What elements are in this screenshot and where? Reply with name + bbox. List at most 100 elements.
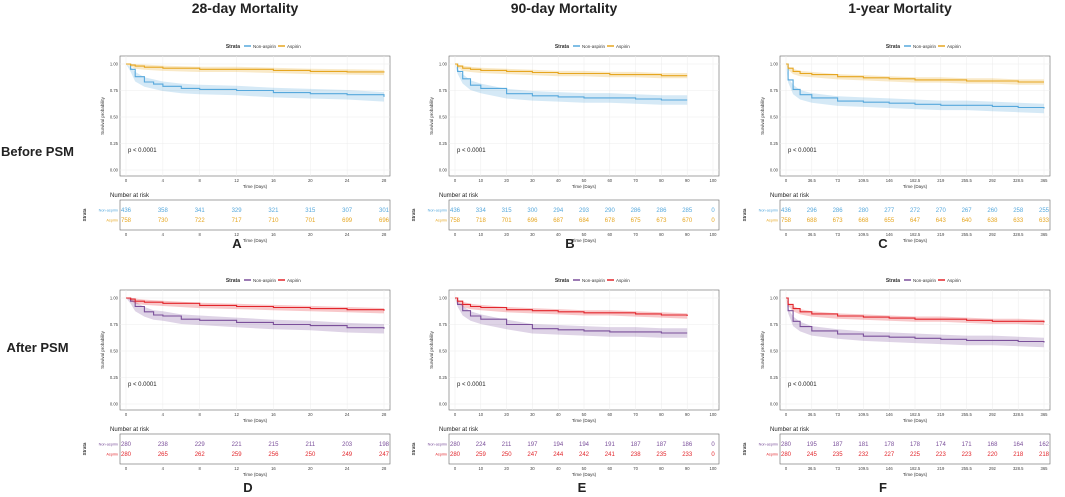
risk-time-tick: 0 — [125, 466, 128, 471]
risk-x-axis-label: Time (Days) — [572, 238, 597, 243]
y-tick-label: 0.50 — [770, 115, 779, 120]
risk-count: 315 — [502, 208, 513, 214]
risk-time-tick: 0 — [125, 232, 128, 237]
risk-time-tick: 0 — [785, 232, 788, 237]
column-title-90day: 90-day Mortality — [510, 0, 618, 16]
x-tick-label: 0 — [785, 412, 788, 417]
risk-time-tick: 70 — [633, 232, 638, 237]
km-panel-a: Strata Non-aspirin Aspirin 0.00 0.25 0.50 0.75… — [82, 44, 391, 243]
legend: Strata Non-aspirin Aspirin — [886, 278, 961, 284]
confidence-band-non-aspirin — [126, 298, 384, 334]
risk-time-tick: 100 — [710, 232, 718, 237]
risk-time-tick: 80 — [659, 466, 664, 471]
risk-table-frame — [119, 199, 391, 231]
risk-count: 258 — [1013, 208, 1024, 214]
risk-count: 329 — [232, 208, 243, 214]
y-axis-label: Survival probability — [429, 96, 434, 135]
risk-count: 224 — [476, 442, 487, 448]
y-tick-label: 0.50 — [770, 349, 779, 354]
risk-count: 286 — [656, 208, 667, 214]
risk-time-tick: 10 — [478, 466, 483, 471]
risk-count: 436 — [121, 208, 132, 214]
x-tick-label: 8 — [199, 178, 202, 183]
x-axis-label: Time (Days) — [243, 418, 268, 423]
risk-table-frame — [448, 433, 720, 465]
panel-letter-f: F — [879, 480, 887, 495]
risk-time-tick: 146 — [886, 232, 894, 237]
risk-count: 218 — [1039, 452, 1050, 458]
confidence-band-non-aspirin — [455, 298, 688, 338]
risk-count: 259 — [232, 452, 243, 458]
km-panel-f: Strata Non-aspirin Aspirin 0.00 0.25 0.50 0.75… — [742, 278, 1051, 477]
y-tick-label: 0.25 — [439, 141, 448, 146]
risk-count: 232 — [858, 452, 869, 458]
risk-count: 168 — [987, 442, 998, 448]
y-tick-label: 0.00 — [770, 402, 779, 407]
x-tick-label: 255.5 — [961, 178, 972, 183]
risk-x-axis-label: Time (Days) — [903, 472, 928, 477]
risk-count: 198 — [379, 442, 390, 448]
risk-time-tick: 8 — [199, 466, 202, 471]
legend-label-aspirin: Aspirin — [947, 44, 961, 49]
risk-table-title: Number at risk — [110, 193, 150, 199]
plot-area: 0.00 0.25 0.50 0.75 1.00 0 36.5 73 109.5 146 182.5… — [760, 55, 1051, 189]
risk-table-strata-label: Strata — [742, 442, 747, 455]
risk-count: 187 — [631, 442, 642, 448]
risk-time-tick: 24 — [345, 232, 350, 237]
risk-count: 218 — [1013, 452, 1024, 458]
y-tick-label: 0.25 — [770, 375, 779, 380]
x-tick-label: 73 — [835, 178, 840, 183]
x-tick-label: 30 — [530, 412, 535, 417]
risk-time-tick: 100 — [710, 466, 718, 471]
risk-time-tick: 30 — [530, 466, 535, 471]
risk-count: 187 — [656, 442, 667, 448]
y-tick-label: 0.75 — [439, 322, 448, 327]
risk-count: 699 — [342, 218, 353, 224]
risk-row-label-aspirin: Aspirin — [435, 453, 447, 457]
x-tick-label: 60 — [607, 178, 612, 183]
risk-count: 701 — [305, 218, 316, 224]
y-tick-label: 0.75 — [439, 88, 448, 93]
risk-time-tick: 40 — [556, 232, 561, 237]
confidence-band-aspirin — [455, 298, 688, 319]
risk-time-tick: 40 — [556, 466, 561, 471]
risk-time-tick: 20 — [504, 232, 509, 237]
risk-count: 717 — [232, 218, 243, 224]
risk-time-tick: 80 — [659, 232, 664, 237]
risk-count: 197 — [527, 442, 538, 448]
risk-count: 696 — [379, 218, 390, 224]
risk-count: 710 — [268, 218, 279, 224]
survival-curve-aspirin — [126, 63, 385, 73]
risk-count: 673 — [656, 218, 667, 224]
risk-count: 174 — [936, 442, 947, 448]
row-title-after-psm: After PSM — [6, 340, 69, 355]
risk-count: 247 — [527, 452, 538, 458]
risk-time-tick: 30 — [530, 232, 535, 237]
risk-time-tick: 28 — [382, 466, 387, 471]
risk-count: 0 — [711, 218, 715, 224]
legend-label-aspirin: Aspirin — [287, 278, 301, 283]
survival-curve-aspirin — [455, 63, 688, 77]
x-tick-label: 182.5 — [910, 178, 921, 183]
risk-row-label-non-aspirin: Non-aspirin — [759, 209, 778, 213]
risk-table-strata-label: Strata — [742, 208, 747, 221]
legend-title: Strata — [226, 44, 240, 50]
x-tick-label: 4 — [162, 178, 165, 183]
risk-count: 233 — [682, 452, 693, 458]
risk-count: 171 — [962, 442, 973, 448]
x-axis-label: Time (Days) — [903, 184, 928, 189]
risk-count: 164 — [1013, 442, 1024, 448]
risk-count: 255 — [1039, 208, 1050, 214]
risk-time-tick: 36.5 — [808, 232, 817, 237]
risk-count: 358 — [158, 208, 169, 214]
y-tick-label: 0.50 — [110, 349, 119, 354]
risk-count: 250 — [305, 452, 316, 458]
y-tick-label: 1.00 — [110, 296, 119, 301]
x-tick-label: 90 — [685, 178, 690, 183]
y-tick-label: 0.50 — [439, 349, 448, 354]
risk-time-tick: 10 — [478, 232, 483, 237]
x-tick-label: 80 — [659, 178, 664, 183]
risk-count: 162 — [1039, 442, 1050, 448]
risk-count: 280 — [450, 442, 461, 448]
